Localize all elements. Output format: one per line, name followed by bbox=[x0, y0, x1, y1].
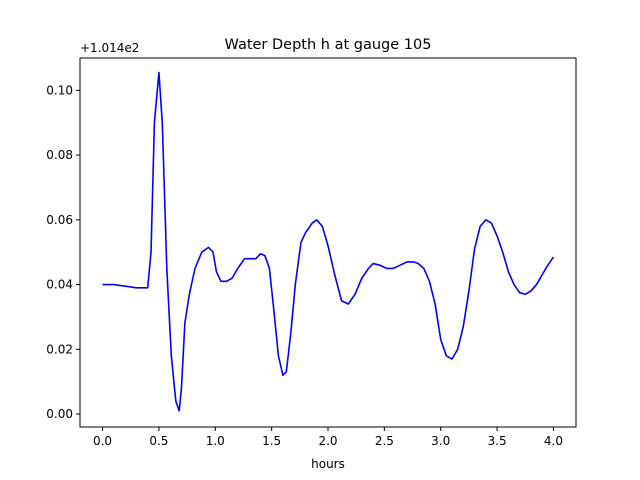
y-tick-label: 0.00 bbox=[46, 407, 73, 421]
y-tick-label: 0.08 bbox=[46, 148, 73, 162]
y-tick-label: 0.02 bbox=[46, 342, 73, 356]
x-tick-label: 2.0 bbox=[318, 434, 337, 448]
x-tick-label: 2.5 bbox=[375, 434, 394, 448]
plot-area: 0.0 0.5 1.0 1.5 2.0 2.5 3.0 3.5 4.0 0.00 0.02 0.04 0… bbox=[46, 57, 577, 448]
chart-title: Water Depth h at gauge 105 bbox=[225, 37, 432, 53]
y-tick-label: 0.06 bbox=[46, 213, 73, 227]
x-tick-label: 1.5 bbox=[262, 434, 281, 448]
x-tick-label: 3.5 bbox=[488, 434, 507, 448]
plot-background bbox=[80, 58, 576, 427]
y-tick-label: 0.04 bbox=[46, 278, 73, 292]
y-offset-label: +1.014e2 bbox=[80, 41, 139, 55]
x-tick-label: 0.0 bbox=[93, 434, 112, 448]
x-axis-label: hours bbox=[311, 457, 345, 471]
x-tick-label: 0.5 bbox=[149, 434, 168, 448]
y-tick-label: 0.10 bbox=[46, 83, 73, 97]
x-tick-label: 1.0 bbox=[206, 434, 225, 448]
x-tick-label: 3.0 bbox=[431, 434, 450, 448]
series-line-0 bbox=[102, 71, 555, 412]
x-tick-label: 4.0 bbox=[544, 434, 563, 448]
